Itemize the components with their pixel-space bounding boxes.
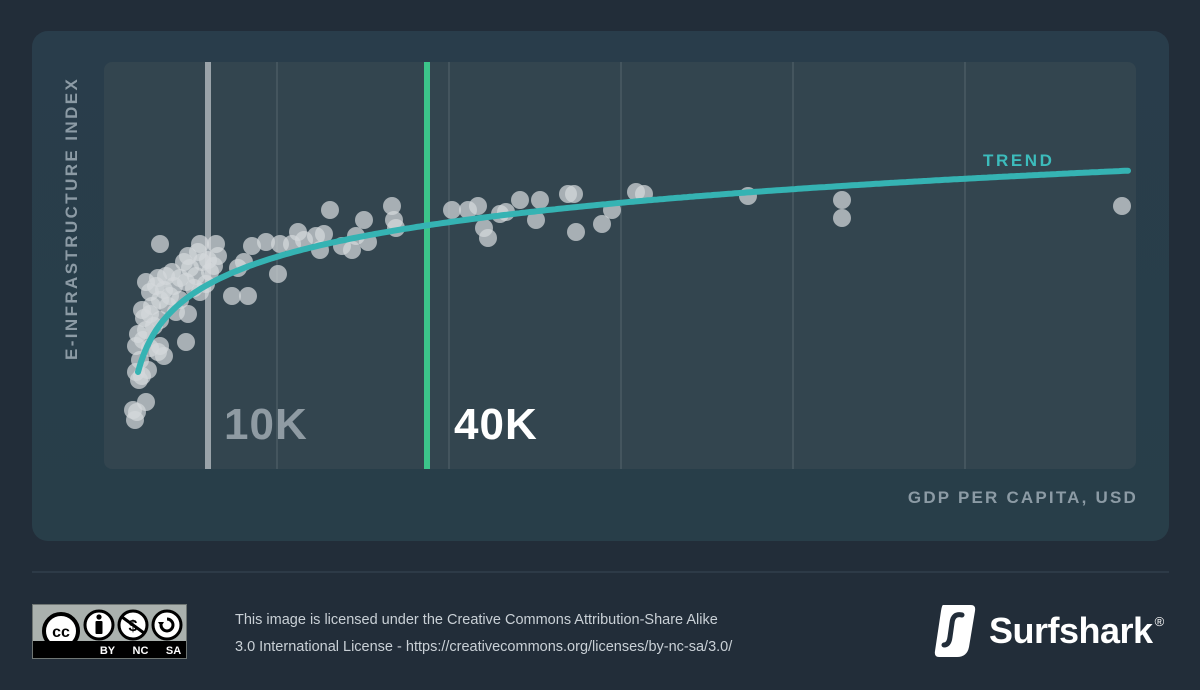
cc-sa-label: SA bbox=[165, 645, 182, 657]
svg-text:cc: cc bbox=[52, 624, 70, 641]
surfshark-logo-icon bbox=[934, 605, 976, 657]
license-text: This image is licensed under the Creativ… bbox=[235, 607, 732, 661]
footer-divider bbox=[32, 571, 1169, 573]
trend-line bbox=[135, 167, 1131, 375]
marker-label-40k: 40K bbox=[454, 400, 538, 449]
nc-icon: $ bbox=[117, 609, 149, 641]
plot-area bbox=[104, 62, 1136, 469]
brand-name: Surfshark bbox=[989, 610, 1153, 651]
cc-labels: BY NC SA bbox=[91, 645, 190, 657]
license-line-2[interactable]: 3.0 International License - https://crea… bbox=[235, 639, 733, 655]
gridlines bbox=[205, 62, 966, 469]
x-axis-title: GDP PER CAPITA, USD bbox=[907, 488, 1138, 507]
by-icon bbox=[83, 609, 115, 641]
cc-label-bar bbox=[33, 641, 186, 658]
cc-nc-label: NC bbox=[132, 645, 149, 657]
brand-logo: Surfshark ® bbox=[933, 603, 1164, 659]
cc-icons: cc $ bbox=[38, 608, 183, 643]
cc-icon: cc bbox=[38, 608, 84, 643]
scatter-plot bbox=[124, 62, 1131, 469]
brand-registered: ® bbox=[1154, 613, 1165, 629]
data-points bbox=[124, 183, 1131, 429]
license-line-1: This image is licensed under the Creativ… bbox=[235, 612, 718, 628]
marker-label-10k: 10K bbox=[224, 400, 308, 449]
trend-label: TREND bbox=[983, 151, 1055, 170]
sa-icon bbox=[151, 609, 183, 641]
cc-license-badge[interactable]: cc $ BY NC SA bbox=[32, 604, 187, 659]
y-axis-title: E-INFRASTRUCTURE INDEX bbox=[62, 76, 81, 360]
cc-by-label: BY bbox=[99, 645, 116, 657]
